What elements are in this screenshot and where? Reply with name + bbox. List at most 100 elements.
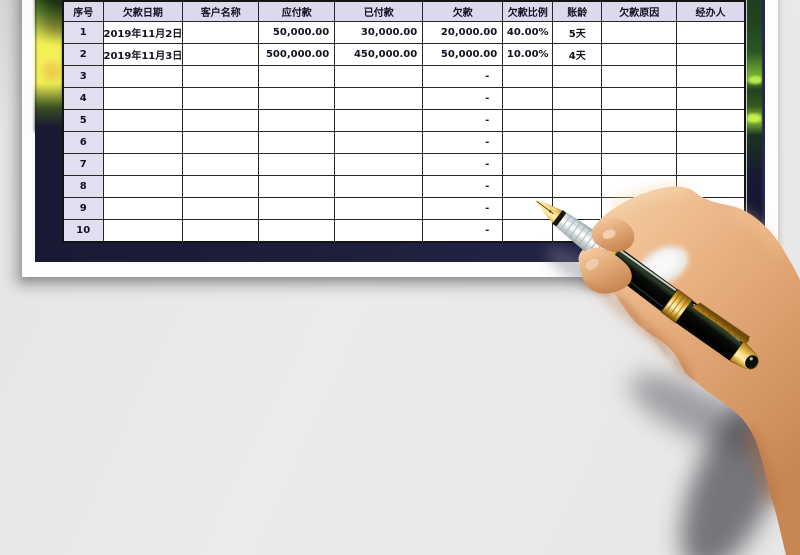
data-cell: 40.00% xyxy=(502,21,554,44)
data-cell: 10.00% xyxy=(502,43,554,66)
data-cell xyxy=(182,43,260,66)
thumb xyxy=(579,247,632,294)
data-cell xyxy=(182,175,260,198)
row-number-cell: 3 xyxy=(62,65,104,88)
data-cell: - xyxy=(422,219,504,243)
data-cell: - xyxy=(422,109,504,132)
data-cell xyxy=(182,65,260,88)
data-cell xyxy=(102,109,184,132)
data-cell: - xyxy=(422,87,504,110)
data-cell xyxy=(502,153,554,176)
data-cell xyxy=(676,65,746,88)
thumb-nail xyxy=(584,257,600,271)
data-cell: 30,000.00 xyxy=(334,21,424,44)
data-cell xyxy=(182,21,260,44)
row-number-cell: 2 xyxy=(62,43,104,66)
data-cell xyxy=(552,153,603,176)
data-cell xyxy=(334,131,424,154)
data-cell xyxy=(601,87,678,110)
data-cell xyxy=(552,109,603,132)
data-cell xyxy=(258,65,336,88)
data-cell xyxy=(676,153,746,176)
data-cell: 450,000.00 xyxy=(334,43,424,66)
row-number-cell: 10 xyxy=(62,219,104,243)
data-cell xyxy=(182,87,260,110)
data-cell xyxy=(102,219,184,243)
data-cell xyxy=(676,43,746,66)
data-cell xyxy=(102,197,184,220)
header-cell: 欠款日期 xyxy=(102,0,184,22)
data-cell xyxy=(334,153,424,176)
pen-clip-ball xyxy=(740,334,750,344)
data-cell xyxy=(258,175,336,198)
table-row: 3- xyxy=(62,65,746,88)
data-cell xyxy=(258,109,336,132)
data-cell xyxy=(102,87,184,110)
data-cell xyxy=(502,65,554,88)
data-cell: 4天 xyxy=(552,43,603,66)
table-row: 6- xyxy=(62,131,746,154)
data-cell xyxy=(334,109,424,132)
green-glow-strip xyxy=(747,0,762,262)
data-cell xyxy=(552,175,603,198)
row-number-cell: 1 xyxy=(62,21,104,44)
data-cell xyxy=(601,65,678,88)
table-row: 5- xyxy=(62,109,746,132)
data-cell xyxy=(334,219,424,243)
header-cell: 已付款 xyxy=(334,0,424,22)
pen-cap xyxy=(675,300,744,361)
header-cell: 账龄 xyxy=(552,0,603,22)
data-cell: - xyxy=(422,153,504,176)
data-cell: 2019年11月3日 xyxy=(102,43,184,66)
data-cell xyxy=(552,131,603,154)
data-cell xyxy=(676,109,746,132)
data-cell xyxy=(182,131,260,154)
index-nail xyxy=(601,228,617,240)
data-cell: 2019年11月2日 xyxy=(102,21,184,44)
data-cell xyxy=(601,109,678,132)
header-cell: 应付款 xyxy=(258,0,336,22)
leaf-light-photo-decor xyxy=(35,0,63,132)
data-cell xyxy=(102,175,184,198)
data-cell xyxy=(552,65,603,88)
data-cell: 50,000.00 xyxy=(422,43,504,66)
data-cell xyxy=(676,87,746,110)
data-cell xyxy=(334,197,424,220)
data-cell xyxy=(258,197,336,220)
row-number-cell: 4 xyxy=(62,87,104,110)
table-row: 4- xyxy=(62,87,746,110)
data-cell xyxy=(182,153,260,176)
data-cell xyxy=(102,65,184,88)
data-cell xyxy=(258,131,336,154)
data-cell xyxy=(102,153,184,176)
data-cell xyxy=(182,109,260,132)
data-cell xyxy=(552,87,603,110)
row-number-cell: 7 xyxy=(62,153,104,176)
row-number-cell: 9 xyxy=(62,197,104,220)
data-cell: 50,000.00 xyxy=(258,21,336,44)
data-cell xyxy=(334,175,424,198)
header-cell: 欠款 xyxy=(422,0,504,22)
pen-clip xyxy=(691,302,751,343)
row-number-cell: 8 xyxy=(62,175,104,198)
table-row: 2 2019年11月3日 500,000.00 450,000.00 50,000.00… xyxy=(62,43,746,66)
data-cell: 20,000.00 xyxy=(422,21,504,44)
data-cell xyxy=(601,21,678,44)
data-cell: - xyxy=(422,131,504,154)
data-cell xyxy=(601,43,678,66)
data-cell: 5天 xyxy=(552,21,603,44)
data-cell: - xyxy=(422,197,504,220)
pen-nib xyxy=(535,200,563,224)
data-cell xyxy=(334,65,424,88)
data-cell xyxy=(258,87,336,110)
hand-holding-pen-photo xyxy=(535,186,800,555)
data-cell xyxy=(502,87,554,110)
data-cell: - xyxy=(422,175,504,198)
pen-cap-jewel xyxy=(745,355,759,369)
row-number-cell: 5 xyxy=(62,109,104,132)
data-cell xyxy=(182,219,260,243)
data-cell xyxy=(334,87,424,110)
data-cell xyxy=(502,131,554,154)
data-cell xyxy=(258,219,336,243)
